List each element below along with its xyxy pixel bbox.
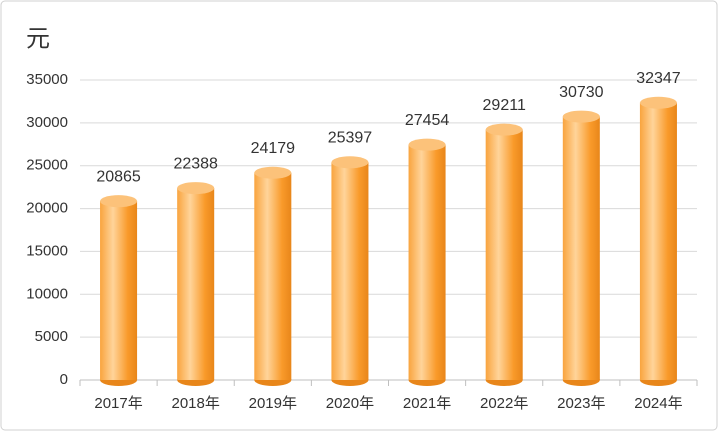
value-label: 29211: [483, 97, 526, 114]
x-tick-label: 2019年: [249, 395, 297, 412]
y-tick-label: 35000: [26, 71, 68, 88]
y-tick-label: 0: [60, 371, 68, 388]
y-tick-label: 20000: [26, 200, 68, 217]
value-label: 22388: [173, 155, 218, 172]
bar: [254, 172, 292, 380]
value-label: 24179: [251, 140, 296, 157]
bar: [177, 188, 215, 380]
bar-top: [639, 96, 677, 109]
y-tick-label: 5000: [35, 328, 68, 345]
x-tick-label: 2024年: [634, 395, 682, 412]
value-label: 27454: [405, 112, 450, 129]
y-tick-label: 15000: [26, 242, 68, 259]
x-tick-label: 2018年: [172, 395, 220, 412]
x-tick-label: 2023年: [557, 395, 605, 412]
value-label: 20865: [96, 168, 141, 185]
y-tick-label: 25000: [26, 157, 68, 174]
x-tick-label: 2017年: [94, 395, 142, 412]
value-label: 30730: [559, 84, 604, 101]
y-unit: 元: [26, 25, 50, 52]
x-tick-label: 2022年: [480, 395, 528, 412]
y-tick-label: 30000: [26, 114, 68, 131]
bar: [562, 116, 600, 380]
bar: [485, 129, 523, 380]
bar: [639, 102, 677, 381]
y-tick-label: 10000: [26, 285, 68, 302]
bar: [331, 162, 369, 380]
bar-top: [100, 195, 138, 208]
bar-top: [331, 156, 369, 169]
value-label: 32347: [636, 70, 681, 87]
x-tick-label: 2020年: [326, 395, 374, 412]
bar-top: [562, 110, 600, 123]
bar-top: [254, 166, 292, 179]
bar-top: [485, 123, 523, 136]
bar-top: [177, 182, 215, 195]
x-tick-label: 2021年: [403, 395, 451, 412]
bar: [100, 201, 138, 380]
bar-top: [408, 138, 446, 151]
bar: [408, 144, 446, 380]
value-label: 25397: [328, 130, 373, 147]
